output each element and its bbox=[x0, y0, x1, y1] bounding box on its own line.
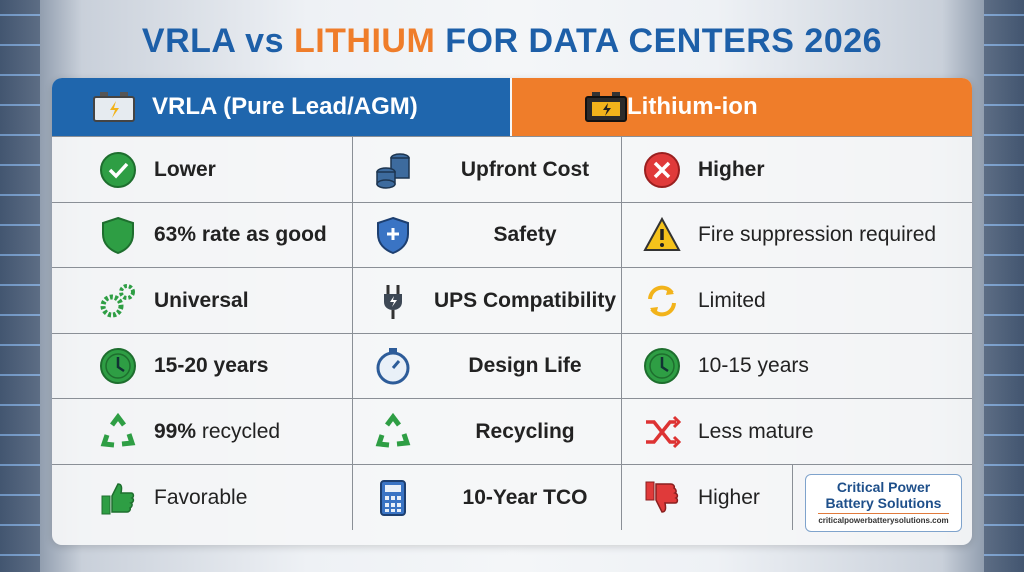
x-circle-icon bbox=[642, 150, 682, 190]
criterion-cell: 10-Year TCO bbox=[353, 465, 622, 530]
shield-icon bbox=[98, 215, 138, 255]
server-rack-bg bbox=[0, 0, 40, 572]
recycle-icon bbox=[98, 412, 138, 452]
warning-icon bbox=[642, 215, 682, 255]
thumbs-down-icon bbox=[642, 478, 682, 518]
table-row: 63% rate as good Safety Fire suppression… bbox=[52, 201, 972, 268]
lithium-cell: Higher bbox=[622, 465, 972, 530]
server-rack-bg bbox=[984, 0, 1024, 572]
lithium-cell: Fire suppression required bbox=[622, 203, 972, 268]
check-circle-icon bbox=[98, 150, 138, 190]
lithium-header: Lithium-ion bbox=[512, 78, 972, 136]
thumbs-up-icon bbox=[98, 478, 138, 518]
lithium-cell: Limited bbox=[622, 268, 972, 333]
stopwatch-icon bbox=[373, 346, 413, 386]
vrla-header: VRLA (Pure Lead/AGM) bbox=[52, 78, 510, 136]
calculator-icon bbox=[373, 478, 413, 518]
criterion-cell: Recycling bbox=[353, 399, 622, 465]
criterion-cell: UPS Compatibility bbox=[353, 268, 622, 334]
lithium-cell: Higher bbox=[622, 137, 972, 202]
table-row: 99% recycled Recycling Less mature bbox=[52, 398, 972, 465]
table-row: Favorable 10-Year TCO Higher bbox=[52, 464, 972, 530]
table-row: Lower Upfront Cost Higher bbox=[52, 136, 972, 202]
page-title: VRLA vs LITHIUM FOR DATA CENTERS 2026 bbox=[141, 22, 883, 60]
table-row: Universal UPS Compatibility Limited bbox=[52, 267, 972, 334]
criterion-cell: Design Life bbox=[353, 333, 622, 399]
vrla-cell: Universal bbox=[52, 268, 353, 334]
divider bbox=[792, 465, 793, 530]
criterion-cell: Upfront Cost bbox=[353, 137, 622, 202]
shuffle-icon bbox=[642, 412, 682, 452]
recycle-icon bbox=[373, 412, 413, 452]
lithium-cell: 10-15 years bbox=[622, 334, 972, 399]
vrla-cell: 63% rate as good bbox=[52, 202, 353, 268]
vrla-cell: 15-20 years bbox=[52, 333, 353, 399]
battery-icon bbox=[93, 92, 135, 122]
coins-icon bbox=[373, 150, 413, 190]
vrla-cell: Lower bbox=[52, 137, 353, 202]
company-logo: Critical Power Battery Solutions criticalp… bbox=[805, 474, 962, 532]
gears-icon bbox=[98, 281, 138, 321]
criterion-cell: Safety bbox=[353, 202, 622, 268]
table-row: 15-20 years Design Life 10-15 years bbox=[52, 332, 972, 399]
clock-icon bbox=[642, 346, 682, 386]
shield-plus-icon bbox=[373, 215, 413, 255]
lithium-cell: Less mature bbox=[622, 399, 972, 464]
plug-icon bbox=[373, 281, 413, 321]
refresh-icon bbox=[642, 281, 682, 321]
comparison-table: VRLA (Pure Lead/AGM) Lithium-ion Lower U… bbox=[52, 78, 972, 545]
clock-icon bbox=[98, 346, 138, 386]
vrla-cell: 99% recycled bbox=[52, 399, 353, 465]
vrla-cell: Favorable bbox=[52, 465, 353, 530]
battery-icon bbox=[585, 92, 627, 122]
